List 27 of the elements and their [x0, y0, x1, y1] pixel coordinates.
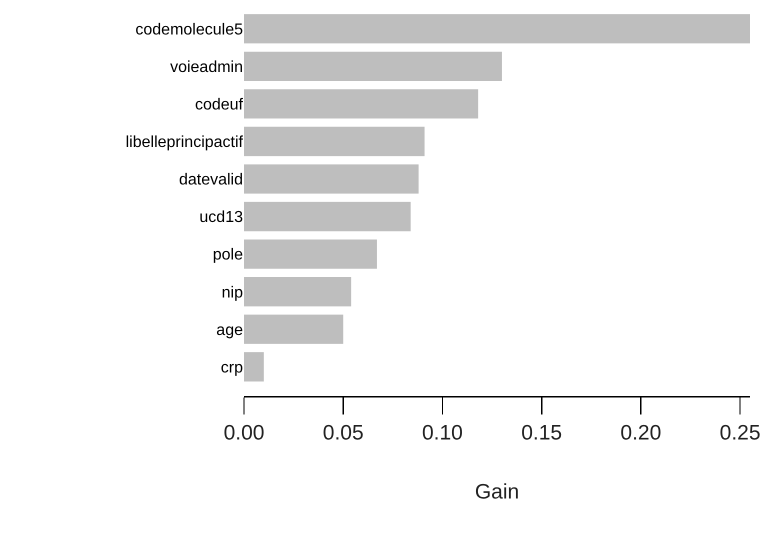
bar — [244, 89, 478, 119]
y-tick-label: codeuf — [194, 96, 244, 114]
bar — [244, 164, 419, 194]
x-tick-label: 0.10 — [422, 422, 463, 444]
x-tick-label: 0.25 — [720, 422, 761, 444]
y-tick-label: libelleprincipactif — [126, 134, 244, 152]
bar — [244, 202, 411, 232]
y-tick-label: voieadmin — [170, 58, 243, 76]
x-tick-label: 0.15 — [521, 422, 562, 444]
x-tick-label: 0.05 — [322, 422, 364, 444]
bar — [244, 14, 750, 44]
bar — [244, 277, 352, 306]
x-axis-title: Gain — [474, 480, 520, 504]
x-tick-label: 0.00 — [224, 422, 264, 444]
y-tick-label: nip — [222, 284, 244, 302]
y-tick-label: pole — [212, 246, 244, 264]
bar — [244, 52, 502, 81]
x-tick-label: 0.20 — [620, 422, 662, 444]
y-tick-label: ucd13 — [199, 209, 244, 226]
bar — [244, 352, 264, 382]
bar — [244, 314, 344, 344]
y-tick-label: datevalid — [178, 172, 243, 189]
y-tick-label: age — [216, 322, 244, 339]
bar — [244, 239, 377, 269]
bar — [244, 126, 425, 156]
y-tick-label: codemolecule5 — [135, 21, 244, 38]
y-tick-label: crp — [220, 359, 244, 376]
